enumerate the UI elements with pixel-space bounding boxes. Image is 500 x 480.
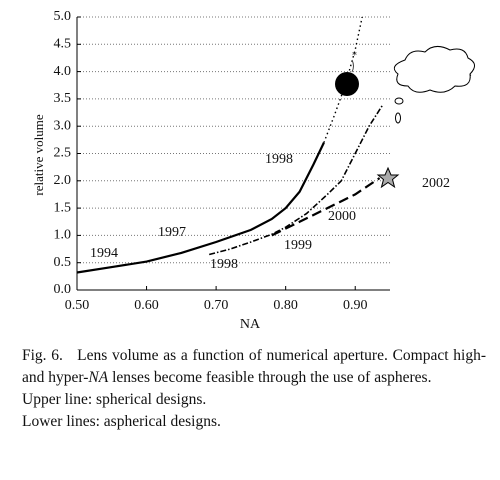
annotation: 1994 <box>90 246 118 261</box>
caption-paragraph: Fig. 6. Lens volume as a function of num… <box>22 345 486 389</box>
annotation: 1997 <box>158 225 186 240</box>
decoration: * <box>335 46 475 189</box>
y-tick-label: 0.0 <box>54 282 72 297</box>
annotation: 1998 <box>210 257 238 272</box>
x-tick-label: 0.60 <box>134 298 159 313</box>
series-line <box>323 16 363 143</box>
annotation: 2000 <box>328 209 356 224</box>
caption-line: Lower lines: aspherical designs. <box>22 413 221 430</box>
y-tick-label: 4.0 <box>54 64 72 79</box>
y-tick-label: 3.0 <box>54 118 72 133</box>
annotation: 1999 <box>284 238 312 253</box>
series-line <box>271 177 381 237</box>
x-tick-label: 0.90 <box>343 298 368 313</box>
y-tick-label: 1.5 <box>54 200 72 215</box>
figure-label: Fig. 6. <box>22 347 63 364</box>
caption-text: lenses become feasible through the use o… <box>112 369 432 386</box>
chart: NA relative volume 0.0 0.5 1.0 1.5 2.0 2.5 3.0… <box>31 9 475 332</box>
x-axis-label: NA <box>240 317 261 332</box>
svg-text:*: * <box>352 50 357 61</box>
y-tick-label: 3.5 <box>54 91 72 106</box>
caption-text: Lens volume as a function of numerical a… <box>22 347 486 386</box>
y-tick-label: 2.5 <box>54 146 72 161</box>
x-tick-label: 0.50 <box>65 298 90 313</box>
series-line <box>76 142 325 274</box>
y-tick-label: 4.5 <box>54 37 72 52</box>
series-line <box>208 103 384 256</box>
y-tick-label: 2.0 <box>54 173 72 188</box>
caption-italic: NA <box>88 369 109 386</box>
annotation: 2002 <box>422 176 450 191</box>
x-tick-label: 0.80 <box>273 298 298 313</box>
y-tick-label: 0.5 <box>54 255 72 270</box>
y-tick-label: 1.0 <box>54 228 72 243</box>
annotation: 1998 <box>265 152 293 167</box>
y-tick-label: 5.0 <box>54 9 72 24</box>
y-axis-label: relative volume <box>31 114 46 195</box>
caption: Fig. 6. Lens volume as a function of num… <box>22 345 486 433</box>
x-tick-label: 0.70 <box>204 298 229 313</box>
caption-line: Upper line: spherical designs. <box>22 391 207 408</box>
